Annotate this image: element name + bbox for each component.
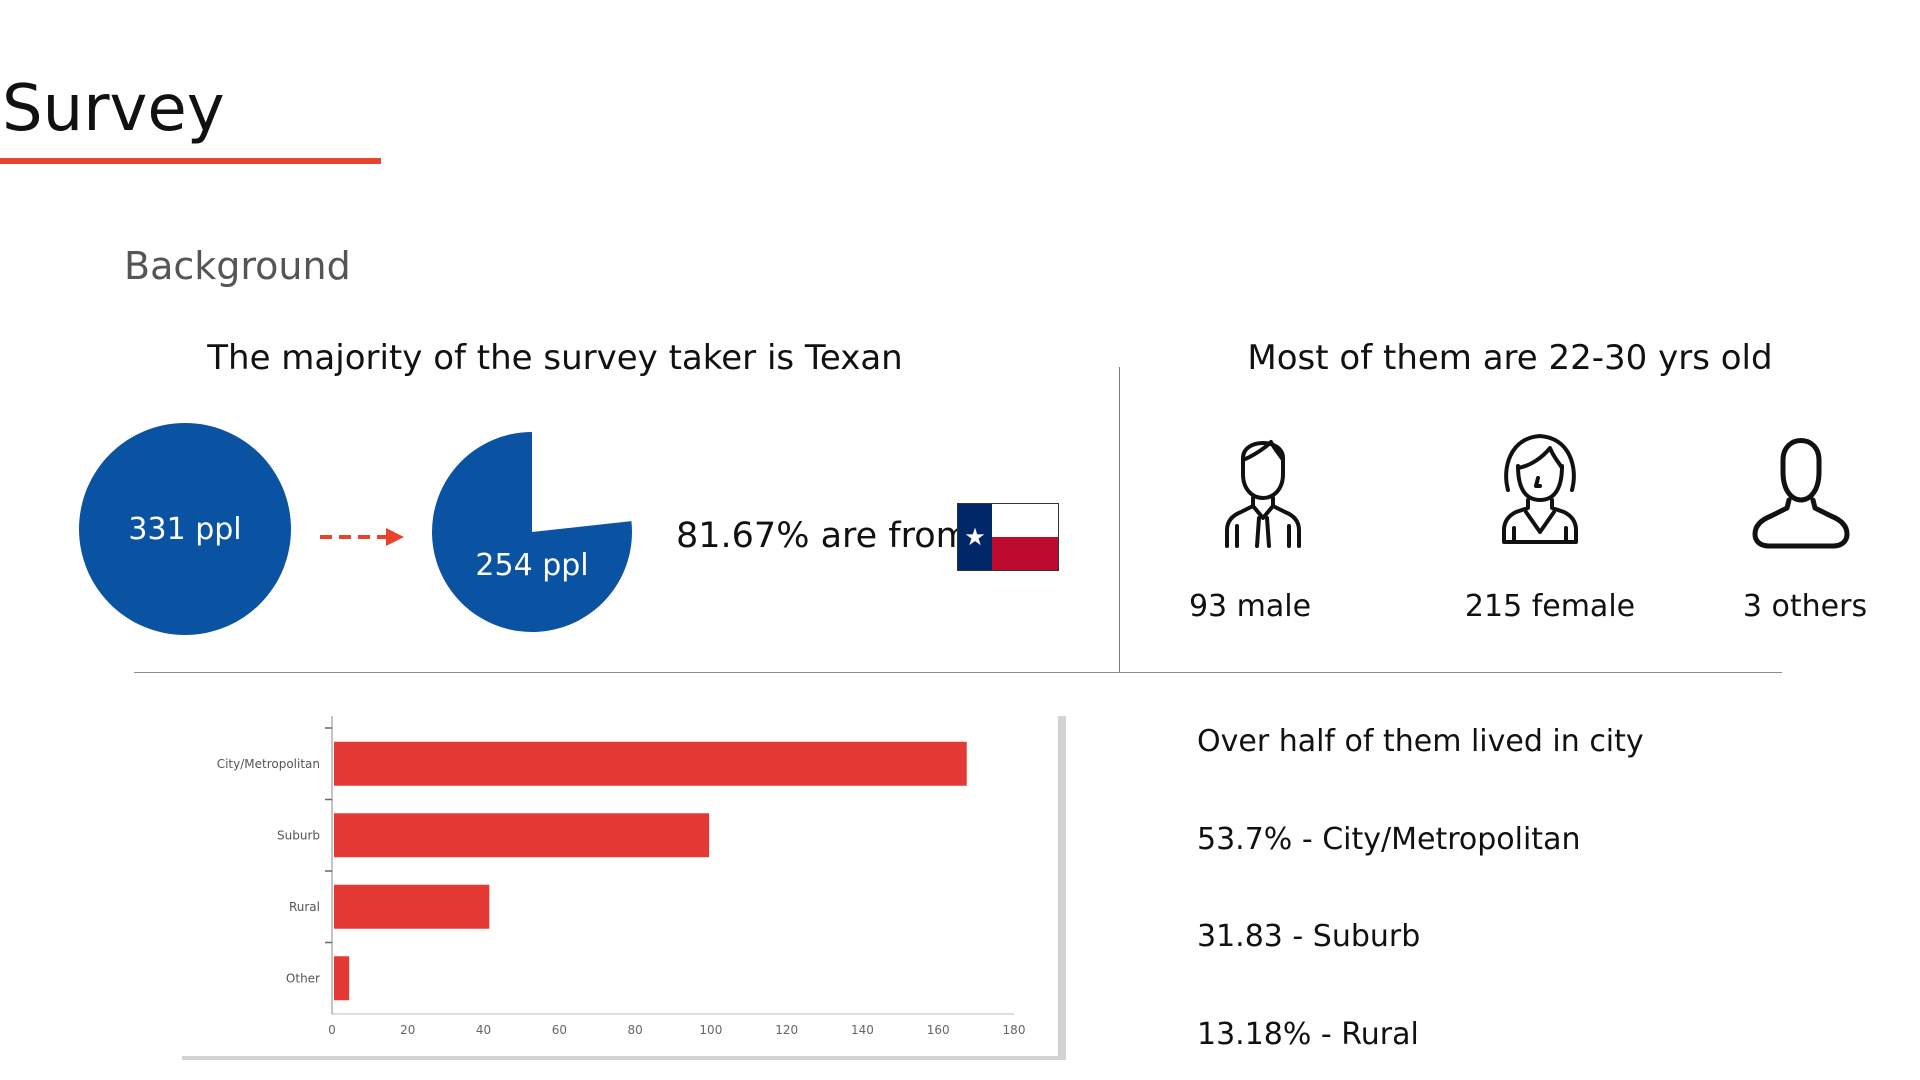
x-tick-label: 100 <box>699 1023 722 1037</box>
female-person-icon <box>1502 434 1578 544</box>
category-label: City/Metropolitan <box>217 757 320 771</box>
category-label: Rural <box>289 900 320 914</box>
x-tick-label: 120 <box>775 1023 798 1037</box>
x-tick-label: 40 <box>476 1023 491 1037</box>
title-underline <box>0 158 381 164</box>
horizontal-divider <box>134 672 1782 673</box>
location-heading: Over half of them lived in city <box>1197 724 1644 759</box>
category-label: Suburb <box>277 828 320 842</box>
x-tick-label: 140 <box>851 1023 874 1037</box>
location-bar-chart-svg: City/Metropolitan Suburb Rural Other 0 20 40 60… <box>217 716 1026 1037</box>
male-person-icon <box>1225 440 1301 548</box>
texas-flag-icon: ★ <box>957 503 1059 571</box>
x-tick-label: 20 <box>400 1023 415 1037</box>
bar-city-metropolitan <box>334 741 967 786</box>
total-circle-shape <box>79 423 291 635</box>
stat-city: 53.7% - City/Metropolitan <box>1197 822 1581 857</box>
chart-shadow-right <box>1058 716 1066 1058</box>
texan-pie-slice <box>432 432 632 632</box>
section-subtitle: Background <box>124 244 351 288</box>
location-bar-chart: City/Metropolitan Suburb Rural Other 0 20 40 60… <box>182 716 1058 1056</box>
bar-suburb <box>334 813 710 858</box>
x-tick-label: 80 <box>627 1023 642 1037</box>
category-label: Other <box>286 971 320 985</box>
dashed-arrow-icon <box>320 528 404 546</box>
texan-share-pie: 254 ppl <box>432 432 632 632</box>
page-title: Survey <box>2 72 225 146</box>
x-tick-label: 180 <box>1003 1023 1026 1037</box>
x-tick-label: 0 <box>328 1023 336 1037</box>
texan-percent-text: 81.67% are from <box>676 516 970 556</box>
female-count-label: 215 female <box>1464 589 1636 624</box>
x-tick-label: 160 <box>927 1023 950 1037</box>
age-heading: Most of them are 22-30 yrs old <box>1247 338 1773 378</box>
stat-rural: 13.18% - Rural <box>1197 1017 1419 1052</box>
texan-heading: The majority of the survey taker is Texa… <box>207 338 903 378</box>
person-outline-icon <box>1752 438 1850 549</box>
total-count-label: 331 ppl <box>128 512 241 547</box>
vertical-divider <box>1119 367 1120 673</box>
x-tick-label: 60 <box>552 1023 567 1037</box>
chart-shadow-bottom <box>182 1052 1066 1060</box>
bar-other <box>334 956 350 1001</box>
texan-count-label: 254 ppl <box>475 548 588 583</box>
other-count-label: 3 others <box>1742 589 1868 624</box>
bar-rural <box>334 884 490 929</box>
stat-suburb: 31.83 - Suburb <box>1197 919 1421 954</box>
male-count-label: 93 male <box>1188 589 1312 624</box>
total-respondents-circle: 331 ppl <box>79 423 291 635</box>
star-icon: ★ <box>964 523 986 551</box>
